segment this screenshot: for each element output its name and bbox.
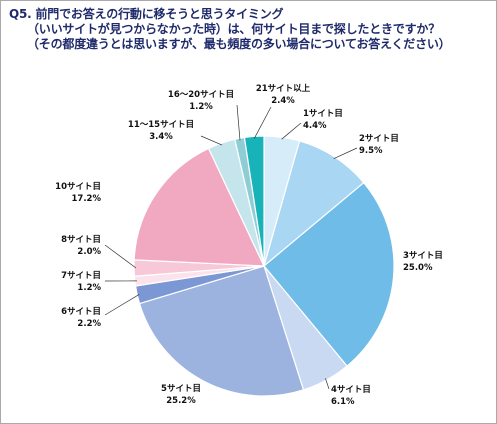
slice-label-3: 3サイト目 [403, 251, 443, 261]
pie-slice-2 [262, 140, 365, 268]
leader-line-11 [236, 104, 241, 141]
slice-value-8: 2.0% [77, 247, 101, 257]
pie-slice-12 [243, 135, 265, 267]
leader-line-4 [325, 378, 330, 390]
slice-value-3: 25.0% [403, 263, 433, 273]
leader-line-2 [333, 147, 358, 160]
leader-line-8 [104, 244, 137, 269]
slice-value-11: 1.2% [189, 102, 213, 112]
slice-label-9: 10サイト目 [55, 182, 101, 192]
slice-label-8: 8サイト目 [61, 235, 101, 245]
slice-value-4: 6.1% [331, 397, 355, 407]
leader-line-1 [281, 122, 302, 140]
pie-slices [133, 135, 395, 397]
slice-label-1: 1サイト目 [303, 109, 343, 119]
leader-line-10 [200, 135, 223, 146]
slice-label-6: 6サイト目 [61, 307, 101, 317]
slice-value-12: 2.4% [271, 96, 295, 106]
slice-label-2: 2サイト目 [359, 134, 399, 144]
pie-slice-9 [133, 147, 265, 267]
slice-value-5: 25.2% [166, 396, 196, 406]
leader-lines [104, 104, 358, 390]
slice-value-9: 17.2% [72, 194, 102, 204]
slice-value-6: 2.2% [77, 319, 101, 329]
slice-value-10: 3.4% [149, 132, 173, 142]
slice-value-7: 1.2% [77, 283, 101, 293]
title-line-2: （いいサイトが見つからなかった時）は、何サイト目まで探したときですか？ [27, 22, 441, 36]
slice-value-1: 4.4% [303, 121, 327, 131]
slice-label-4: 4サイト目 [331, 385, 371, 395]
slice-label-7: 7サイト目 [61, 271, 101, 281]
slice-label-5: 5サイト目 [161, 384, 201, 394]
slice-label-12: 21サイト以上 [256, 83, 311, 94]
pie-slice-5 [138, 265, 305, 397]
slice-labels: 1サイト目 4.4% 2サイト目 9.5% 3サイト目 25.0% 4サイト目 6.1% 5サイ… [55, 83, 443, 407]
title-line-3: （その都度違うとは思いますが、最も頻度の多い場合についてお答えください） [27, 37, 451, 51]
chart-title: Q5. 前門でお答えの行動に移そうと思うタイミング （いいサイトが見つからなかっ… [9, 7, 493, 52]
leader-line-6 [104, 294, 140, 316]
slice-value-2: 9.5% [359, 146, 383, 156]
pie-slice-3 [263, 181, 395, 367]
leader-line-12 [253, 106, 272, 139]
title-line-1: Q5. 前門でお答えの行動に移そうと思うタイミング [9, 7, 284, 21]
slice-label-11: 16～20サイト目 [168, 90, 234, 100]
slice-label-10: 11～15サイト目 [128, 120, 194, 130]
